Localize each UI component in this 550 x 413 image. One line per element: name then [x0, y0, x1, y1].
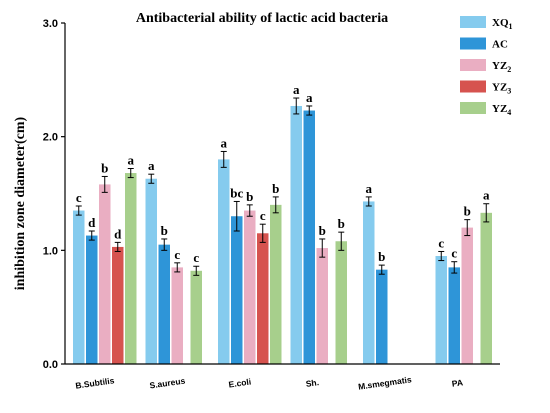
- bar-YZ2-S.aureus: [171, 267, 183, 364]
- significance-letter: c: [260, 208, 266, 223]
- y-axis-label: inhibition zone diameter(cm): [13, 116, 28, 290]
- x-tick-label: B.Subtilis: [75, 375, 115, 390]
- bar-AC-E.coli: [231, 216, 243, 364]
- legend-label-AC: AC: [492, 39, 508, 51]
- bar-AC-PA: [448, 267, 460, 364]
- significance-letter: d: [88, 215, 96, 230]
- bar-YZ2-E.coli: [244, 210, 256, 364]
- significance-letter: d: [114, 226, 122, 241]
- bar-YZ3-E.coli: [257, 233, 269, 364]
- axes: 0.0 1.0 2.0 3.0 B.Subtilis S.aureus E.coli Sh. M…: [43, 18, 500, 392]
- significance-letter: c: [174, 247, 180, 262]
- bar-YZ4-B.Subtilis: [125, 173, 137, 364]
- significance-letter: c: [76, 190, 82, 205]
- legend-swatch-YZ4: [460, 102, 486, 114]
- bar-AC-B.Subtilis: [86, 235, 98, 364]
- bar-YZ4-S.aureus: [190, 270, 202, 364]
- bar-XQ1-S.aureus: [145, 178, 157, 364]
- significance-letter: bc: [230, 185, 243, 200]
- bar-YZ3-B.Subtilis: [112, 246, 124, 364]
- significance-letter: b: [101, 160, 108, 175]
- y-tick-label: 1.0: [43, 245, 58, 257]
- y-tick-label: 0.0: [43, 359, 58, 371]
- significance-letter: a: [148, 158, 155, 173]
- bar-XQ1-E.coli: [218, 159, 230, 364]
- bar-AC-S.aureus: [158, 244, 170, 364]
- legend-swatch-YZ2: [460, 59, 486, 71]
- bar-YZ2-Sh.: [316, 248, 328, 364]
- legend-label-YZ3: YZ3: [492, 82, 511, 96]
- bar-YZ4-Sh.: [335, 241, 347, 364]
- y-tick-label: 2.0: [43, 132, 58, 144]
- bar-YZ4-PA: [480, 212, 492, 364]
- bar-YZ2-PA: [461, 227, 473, 364]
- legend-swatch-YZ3: [460, 80, 486, 93]
- legend-swatch-XQ1: [460, 16, 486, 28]
- significance-letter: b: [272, 181, 279, 196]
- significance-letter: c: [193, 250, 199, 265]
- significance-letter: c: [438, 235, 444, 250]
- chart-title: Antibacterial ability of lactic acid bac…: [136, 11, 388, 26]
- legend-label-YZ4: YZ4: [492, 103, 511, 117]
- legend-label-XQ1: XQ1: [492, 17, 513, 31]
- x-tick-label: Sh.: [305, 377, 319, 389]
- bar-XQ1-B.Subtilis: [73, 210, 85, 364]
- significance-letter: a: [483, 188, 490, 203]
- x-tick-label: E.coli: [228, 376, 252, 389]
- bar-AC-Sh.: [303, 110, 315, 364]
- legend: XQ1 AC YZ2 YZ3 YZ4: [460, 16, 513, 117]
- significance-letter: b: [246, 189, 253, 204]
- x-tick-label: S.aureus: [149, 376, 186, 391]
- legend-label-YZ2: YZ2: [492, 60, 511, 74]
- significance-letter: b: [161, 223, 168, 238]
- legend-swatch-AC: [460, 37, 486, 50]
- significance-letter: b: [464, 204, 471, 219]
- significance-letter: a: [128, 152, 135, 167]
- significance-letter: b: [378, 249, 385, 264]
- significance-letter: a: [366, 181, 373, 196]
- significance-letter: a: [221, 135, 228, 150]
- bar-XQ1-Sh.: [290, 105, 302, 364]
- bar-AC-M.smegmatis: [376, 269, 388, 364]
- bar-YZ2-B.Subtilis: [99, 184, 111, 364]
- y-tick-label: 3.0: [43, 18, 58, 30]
- bar-YZ4-E.coli: [270, 204, 282, 364]
- significance-letter: b: [338, 216, 345, 231]
- bar-XQ1-M.smegmatis: [363, 201, 375, 364]
- x-tick-label: M.smegmatis: [357, 374, 412, 391]
- significance-letter: b: [319, 223, 326, 238]
- significance-letter: a: [293, 82, 300, 97]
- significance-letter: c: [451, 246, 457, 261]
- bar-XQ1-PA: [435, 256, 447, 364]
- significance-letter: a: [306, 90, 313, 105]
- x-tick-label: PA: [451, 377, 463, 388]
